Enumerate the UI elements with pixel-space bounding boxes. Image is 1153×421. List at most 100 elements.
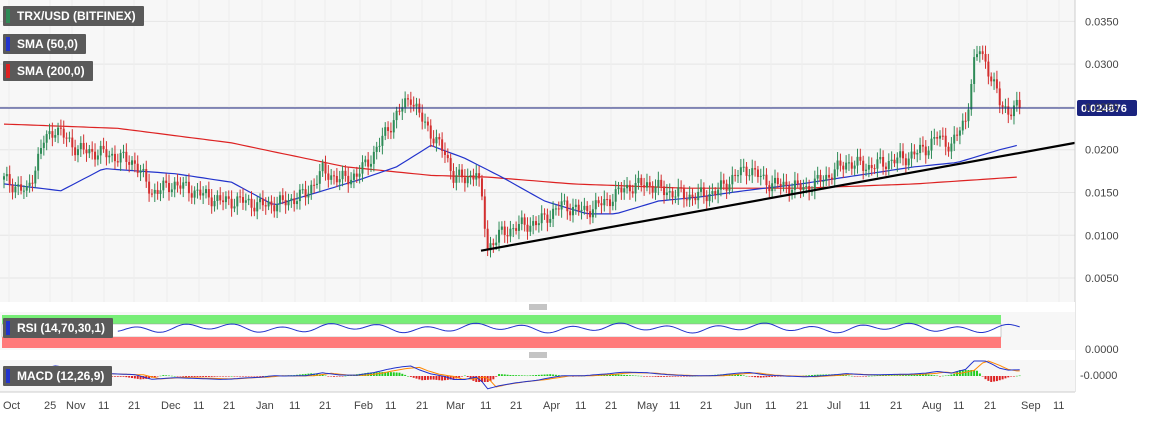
candle-body	[51, 131, 54, 138]
candle-body	[603, 199, 606, 206]
macd-histogram-bar	[1004, 376, 1007, 379]
candle-body	[532, 221, 535, 226]
macd-histogram-bar	[452, 376, 455, 380]
time-tick-label: 11	[953, 400, 964, 412]
time-tick-label: Nov	[66, 400, 86, 412]
candle-body	[193, 190, 196, 198]
candle-body	[478, 173, 481, 179]
candle-body	[830, 177, 833, 180]
candle-body	[65, 137, 68, 139]
candle-body	[950, 143, 953, 152]
macd-histogram-bar	[236, 376, 239, 377]
candle-body	[611, 201, 614, 207]
macd-histogram-bar	[845, 375, 848, 376]
macd-histogram-bar	[745, 375, 748, 377]
macd-histogram-bar	[631, 375, 634, 376]
candle-body	[845, 162, 848, 170]
macd-histogram-bar	[950, 374, 953, 376]
macd-histogram-bar	[227, 376, 230, 377]
candle-body	[227, 196, 230, 199]
candle-body	[278, 195, 281, 205]
candle-body	[859, 156, 862, 161]
candle-body	[273, 205, 276, 212]
candle-body	[563, 200, 566, 202]
macd-histogram-bar	[210, 376, 213, 377]
rsi-path	[117, 322, 1020, 334]
macd-legend[interactable]: MACD (12,26,9)	[3, 366, 113, 386]
candle-body	[241, 197, 244, 203]
sma-200-legend[interactable]: SMA (200,0)	[3, 61, 93, 81]
candle-body	[304, 189, 307, 198]
macd-histogram-bar	[122, 376, 125, 377]
time-tick-label: Feb	[354, 400, 373, 412]
candle-body	[105, 149, 108, 158]
candle-body	[8, 174, 11, 185]
candle-body	[554, 208, 557, 210]
candle-body	[133, 160, 136, 164]
candle-body	[853, 165, 856, 169]
candle-body	[230, 198, 233, 209]
sma-50-line	[3, 144, 1017, 215]
symbol-legend[interactable]: TRX/USD (BITFINEX)	[3, 6, 144, 26]
macd-histogram-bar	[606, 374, 609, 376]
candle-body	[975, 54, 978, 58]
macd-histogram-bar	[1015, 375, 1018, 377]
candle-body	[327, 173, 330, 180]
candle-body	[503, 226, 506, 236]
candle-body	[190, 193, 193, 198]
rsi-legend[interactable]: RSI (14,70,30,1)	[3, 318, 114, 338]
macd-histogram-bar	[131, 376, 134, 379]
candle-body	[142, 168, 145, 171]
macd-histogram-bar	[506, 374, 509, 376]
macd-histogram-bar	[159, 375, 162, 377]
macd-histogram-bar	[853, 376, 856, 377]
macd-histogram-bar	[187, 376, 190, 377]
macd-histogram-bar	[865, 376, 868, 377]
macd-histogram-bar	[941, 375, 944, 377]
macd-histogram-bar	[526, 375, 529, 377]
candle-body	[11, 184, 14, 193]
candle-body	[870, 164, 873, 169]
candle-body	[939, 135, 942, 139]
candle-body	[324, 162, 327, 174]
sma-50-legend[interactable]: SMA (50,0)	[3, 34, 86, 54]
candle-body	[216, 195, 219, 201]
candle-body	[22, 190, 25, 192]
macd-histogram-bar	[873, 375, 876, 377]
macd-histogram-bar	[1010, 376, 1013, 377]
candle-body	[617, 187, 620, 190]
macd-histogram-bar	[947, 375, 950, 376]
macd-histogram-bar	[620, 374, 623, 376]
candle-body	[788, 185, 791, 195]
macd-histogram-bar	[472, 376, 475, 381]
candle-body	[290, 198, 293, 201]
macd-histogram-bar	[987, 376, 990, 381]
macd-histogram-bar	[543, 374, 546, 376]
macd-histogram-bar	[162, 375, 165, 376]
macd-histogram-bar	[153, 376, 156, 378]
candle-body	[165, 180, 168, 183]
candle-body	[361, 162, 364, 174]
macd-histogram-bar	[170, 375, 173, 377]
candle-body	[398, 110, 401, 112]
candle-body	[737, 175, 740, 177]
time-tick-label: 21	[128, 400, 140, 412]
candle-body	[384, 127, 387, 136]
candle-body	[486, 228, 489, 251]
candle-body	[389, 130, 392, 133]
candle-body	[526, 224, 529, 232]
macd-histogram-bar	[406, 376, 409, 377]
candle-body	[187, 181, 190, 194]
candle-body	[128, 161, 131, 165]
candle-body	[355, 173, 358, 177]
candle-body	[910, 151, 913, 159]
candle-body	[469, 175, 472, 177]
rsi-oversold-zone	[2, 337, 1001, 348]
splitter-grip-icon[interactable]	[529, 304, 547, 310]
candle-body	[168, 182, 171, 193]
splitter-grip-icon[interactable]	[529, 352, 547, 358]
candle-body	[998, 88, 1001, 106]
macd-histogram-bar	[492, 376, 495, 380]
